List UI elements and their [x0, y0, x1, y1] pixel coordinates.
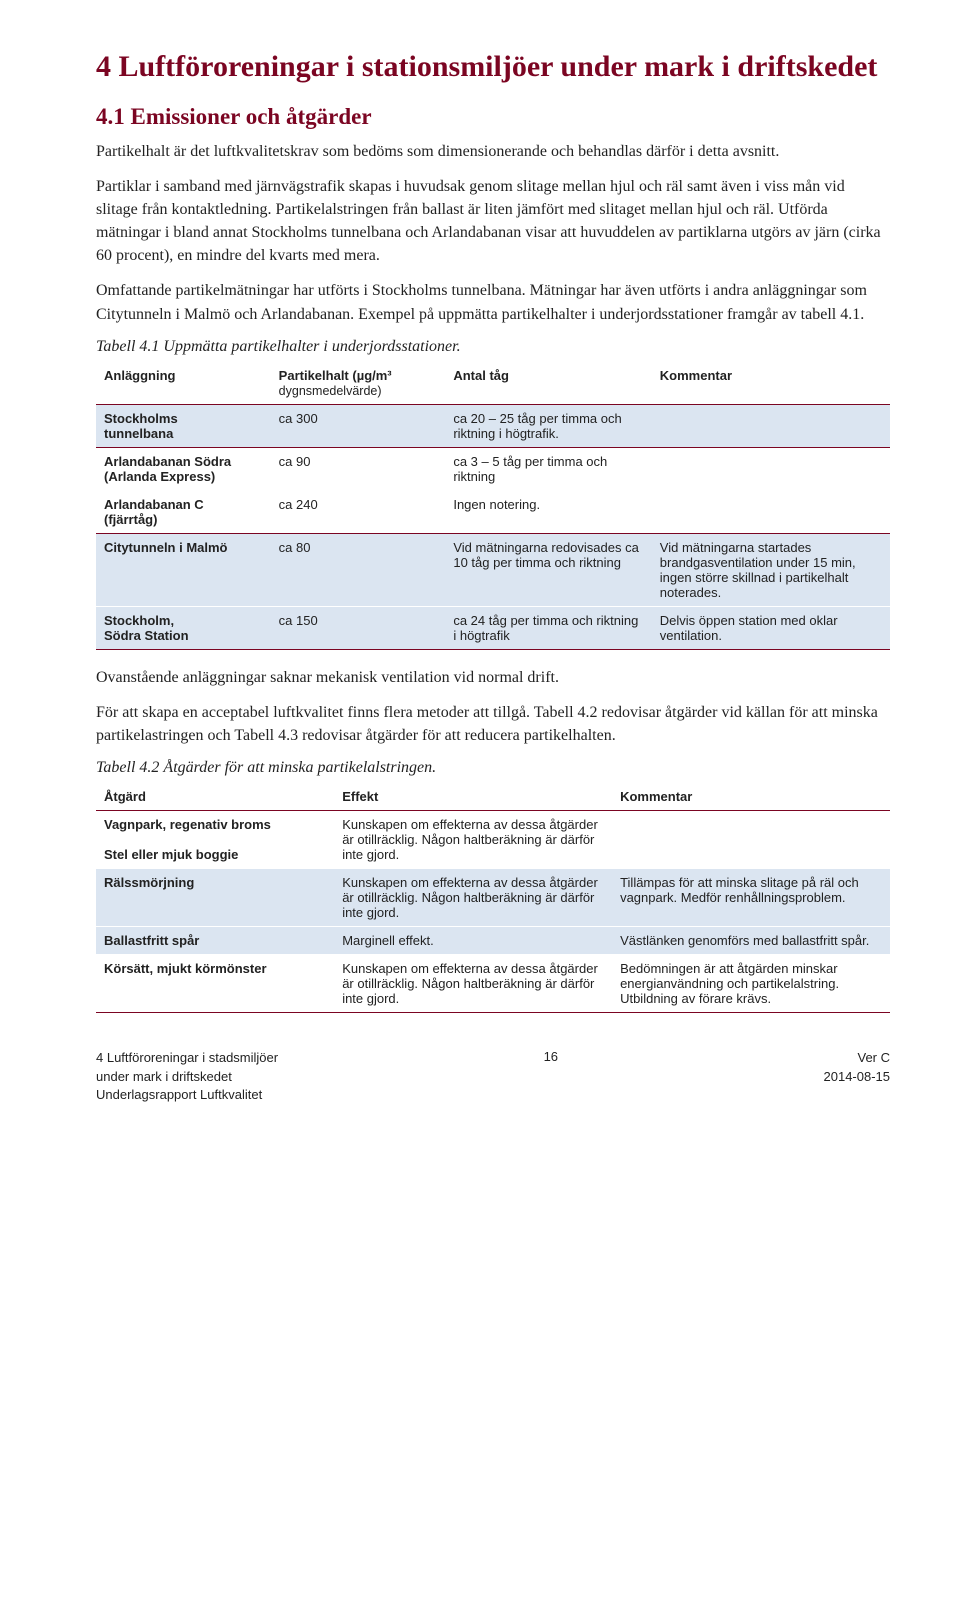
col-partikelhalt: Partikelhalt (µg/m³ dygnsmedelvärde)	[271, 362, 446, 405]
table-cell: Rälssmörjning	[96, 869, 334, 927]
page-title: 4 Luftföroreningar i stationsmiljöer und…	[96, 48, 890, 86]
table-cell: Ballastfritt spår	[96, 927, 334, 955]
table-row: Vagnpark, regenativ bromsStel eller mjuk…	[96, 811, 890, 869]
table-cell: Stockholmstunnelbana	[96, 404, 271, 447]
footer-left: 4 Luftföroreningar i stadsmiljöer under …	[96, 1049, 278, 1104]
paragraph: För att skapa en acceptabel luftkvalitet…	[96, 701, 890, 747]
table-row: RälssmörjningKunskapen om effekterna av …	[96, 869, 890, 927]
page-footer: 4 Luftföroreningar i stadsmiljöer under …	[96, 1049, 890, 1104]
col-atgard: Åtgärd	[96, 783, 334, 811]
footer-right: Ver C 2014-08-15	[824, 1049, 891, 1104]
paragraph: Partiklar i samband med järnvägstrafik s…	[96, 175, 890, 268]
table-cell: Arlandabanan Södra(Arlanda Express)	[96, 447, 271, 490]
table-cell: Västlänken genomförs med ballastfritt sp…	[612, 927, 890, 955]
table-cell	[652, 490, 890, 533]
table-row: Arlandabanan Södra(Arlanda Express)ca 90…	[96, 447, 890, 490]
table-cell: Citytunneln i Malmö	[96, 533, 271, 606]
table-cell: Körsätt, mjukt körmönster	[96, 955, 334, 1013]
table-row: Ballastfritt spårMarginell effekt.Västlä…	[96, 927, 890, 955]
table-cell: ca 240	[271, 490, 446, 533]
col-kommentar: Kommentar	[612, 783, 890, 811]
table-cell: Kunskapen om effekterna av dessa åtgärde…	[334, 869, 612, 927]
table-row: Stockholmstunnelbanaca 300ca 20 – 25 tåg…	[96, 404, 890, 447]
table-row: Arlandabanan C(fjärrtåg)ca 240Ingen note…	[96, 490, 890, 533]
table-cell: Kunskapen om effekterna av dessa åtgärde…	[334, 955, 612, 1013]
footer-page-number: 16	[544, 1049, 558, 1104]
col-antal-tag: Antal tåg	[445, 362, 651, 405]
table-row: Citytunneln i Malmöca 80Vid mätningarna …	[96, 533, 890, 606]
table-cell: Kunskapen om effekterna av dessa åtgärde…	[334, 811, 612, 869]
col-anlaggning: Anläggning	[96, 362, 271, 405]
col-kommentar: Kommentar	[652, 362, 890, 405]
table-cell	[652, 447, 890, 490]
table-cell: Vid mätningarna redovisades ca 10 tåg pe…	[445, 533, 651, 606]
table-cell: ca 24 tåg per timma och riktning i högtr…	[445, 606, 651, 649]
table-caption: Tabell 4.2 Åtgärder för att minska parti…	[96, 759, 890, 777]
table-cell: Delvis öppen station med oklar ventilati…	[652, 606, 890, 649]
table-cell: Tillämpas för att minska slitage på räl …	[612, 869, 890, 927]
table-row: Stockholm,Södra Stationca 150ca 24 tåg p…	[96, 606, 890, 649]
table-cell: ca 3 – 5 tåg per timma och riktning	[445, 447, 651, 490]
table-cell: Vid mätningarna startades brandgasventil…	[652, 533, 890, 606]
section-title: 4.1 Emissioner och åtgärder	[96, 104, 890, 130]
table-cell: ca 90	[271, 447, 446, 490]
table-cell: ca 20 – 25 tåg per timma och riktning i …	[445, 404, 651, 447]
table-cell: ca 150	[271, 606, 446, 649]
table-cell: Arlandabanan C(fjärrtåg)	[96, 490, 271, 533]
table-caption: Tabell 4.1 Uppmätta partikelhalter i und…	[96, 338, 890, 356]
table-cell: Marginell effekt.	[334, 927, 612, 955]
table-4-1: Anläggning Partikelhalt (µg/m³ dygnsmede…	[96, 362, 890, 650]
table-4-2: Åtgärd Effekt Kommentar Vagnpark, regena…	[96, 783, 890, 1013]
table-cell: ca 80	[271, 533, 446, 606]
table-cell: Vagnpark, regenativ bromsStel eller mjuk…	[96, 811, 334, 869]
col-effekt: Effekt	[334, 783, 612, 811]
paragraph: Partikelhalt är det luftkvalitetskrav so…	[96, 140, 890, 163]
table-cell	[612, 811, 890, 869]
table-row: Körsätt, mjukt körmönsterKunskapen om ef…	[96, 955, 890, 1013]
table-cell: ca 300	[271, 404, 446, 447]
table-header-row: Anläggning Partikelhalt (µg/m³ dygnsmede…	[96, 362, 890, 405]
table-cell: Bedömningen är att åtgärden minskar ener…	[612, 955, 890, 1013]
table-header-row: Åtgärd Effekt Kommentar	[96, 783, 890, 811]
table-cell: Stockholm,Södra Station	[96, 606, 271, 649]
table-cell: Ingen notering.	[445, 490, 651, 533]
table-cell	[652, 404, 890, 447]
paragraph: Ovanstående anläggningar saknar mekanisk…	[96, 666, 890, 689]
paragraph: Omfattande partikelmätningar har utförts…	[96, 279, 890, 325]
